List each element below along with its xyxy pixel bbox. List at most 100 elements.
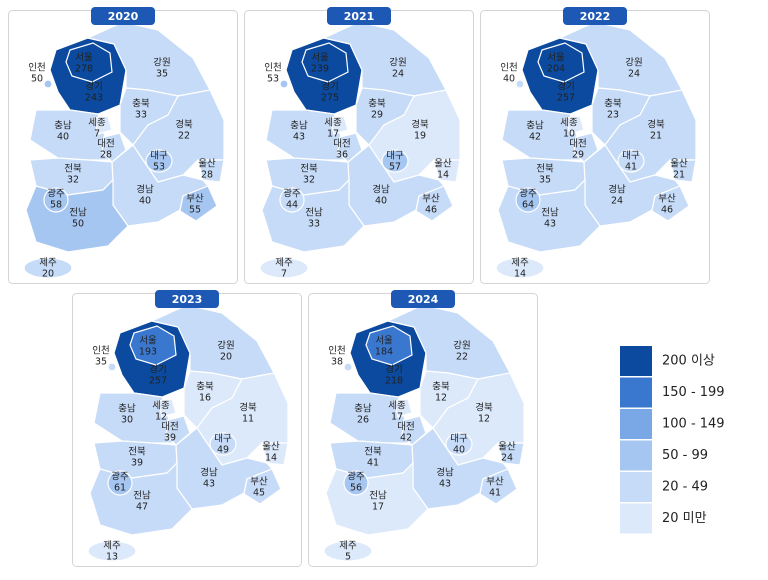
- region-value: 21: [650, 131, 662, 142]
- region: [515, 79, 525, 89]
- region: [365, 325, 413, 366]
- region-value: 46: [661, 205, 673, 216]
- region-value: 30: [121, 415, 133, 426]
- region-name: 경기: [85, 81, 102, 93]
- region-name: 제주: [39, 258, 57, 269]
- region-name: 충남: [118, 404, 136, 415]
- region-value: 12: [478, 414, 490, 425]
- region: [145, 149, 173, 173]
- region-name: 인천: [92, 346, 109, 357]
- region-name: 대구: [150, 151, 168, 162]
- region-name: 대구: [214, 434, 232, 445]
- region-name: 서울: [139, 336, 157, 347]
- region-value: 53: [267, 74, 279, 85]
- region: [179, 185, 218, 222]
- region-name: 경기: [557, 81, 574, 93]
- region-name: 서울: [375, 336, 393, 347]
- region-name: 대전: [397, 422, 414, 433]
- region-name: 경북: [175, 119, 193, 131]
- region-value: 39: [131, 458, 143, 469]
- region-value: 278: [75, 64, 93, 75]
- legend: 200 이상 150 - 199 100 - 149 50 - 99 20 - 49 20…: [620, 346, 725, 534]
- region-name: 인천: [264, 63, 281, 74]
- legend-swatch: [620, 409, 652, 439]
- region: [129, 325, 177, 366]
- region-value: 14: [437, 170, 449, 181]
- region-name: 부산: [486, 477, 504, 488]
- region-value: 193: [139, 347, 157, 358]
- region: [343, 470, 369, 496]
- region-name: 충남: [54, 121, 72, 132]
- region: [651, 185, 690, 222]
- region: [43, 187, 69, 213]
- year-badge: [327, 7, 391, 25]
- map-panel: 서울184경기218인천38강원22충북12충남26세종17대전42경북12대구…: [308, 290, 538, 567]
- map-panel: 서울193경기257인천35강원20충북16충남30세종12대전39경북11대구…: [72, 290, 302, 567]
- region-value: 46: [425, 205, 437, 216]
- region-value: 57: [389, 162, 401, 173]
- region-name: 경남: [436, 467, 454, 479]
- region-value: 21: [673, 170, 685, 181]
- region: [107, 362, 117, 372]
- legend-swatch: [620, 472, 652, 502]
- region-value: 7: [281, 269, 287, 280]
- region-name: 대전: [569, 139, 586, 150]
- region-name: 서울: [311, 53, 329, 64]
- region-name: 울산: [434, 159, 452, 170]
- region-value: 43: [203, 479, 215, 490]
- region: [381, 149, 409, 173]
- region-name: 제주: [275, 258, 293, 269]
- region-name: 충북: [432, 382, 450, 393]
- region: [65, 42, 113, 83]
- region-value: 50: [31, 74, 43, 85]
- region: [107, 470, 133, 496]
- region-name: 광주: [347, 471, 365, 483]
- region-name: 인천: [328, 346, 345, 357]
- region-name: 강원: [217, 341, 234, 352]
- region-name: 충북: [368, 99, 386, 110]
- region: [259, 257, 309, 279]
- region-value: 32: [67, 175, 79, 186]
- region-name: 경남: [372, 184, 390, 196]
- region-name: 경북: [411, 119, 429, 131]
- region: [279, 79, 289, 89]
- region-value: 40: [453, 445, 465, 456]
- region-name: 전북: [364, 447, 382, 458]
- region-value: 24: [611, 196, 623, 207]
- region-name: 경북: [475, 402, 493, 414]
- region: [415, 185, 454, 222]
- region: [497, 442, 525, 466]
- region-value: 64: [522, 200, 534, 211]
- region-value: 257: [149, 376, 167, 387]
- region-name: 대전: [97, 139, 114, 150]
- region-value: 22: [456, 352, 468, 363]
- region-name: 제주: [103, 541, 121, 552]
- region-name: 전남: [69, 208, 87, 219]
- region-value: 14: [265, 453, 277, 464]
- region: [301, 42, 349, 83]
- region-value: 10: [563, 129, 575, 140]
- region: [565, 115, 585, 135]
- region-value: 20: [220, 352, 232, 363]
- region-value: 17: [372, 502, 384, 513]
- region-value: 56: [350, 483, 362, 494]
- region-name: 제주: [511, 258, 529, 269]
- region-value: 55: [189, 205, 201, 216]
- region-name: 경북: [239, 402, 257, 414]
- year-badge: [563, 7, 627, 25]
- region-name: 경기: [385, 364, 402, 376]
- region: [537, 42, 585, 83]
- region-name: 경남: [608, 184, 626, 196]
- region-name: 대전: [333, 139, 350, 150]
- region-name: 울산: [498, 442, 516, 453]
- region-name: 부산: [186, 194, 204, 205]
- year-label: 2021: [344, 10, 375, 23]
- region: [433, 159, 461, 183]
- region-name: 광주: [47, 188, 65, 200]
- region-value: 32: [303, 175, 315, 186]
- region-name: 세종: [152, 401, 170, 412]
- legend-label: 50 - 99: [662, 448, 708, 463]
- region-value: 43: [293, 132, 305, 143]
- year-label: 2024: [408, 293, 439, 306]
- region-name: 강원: [453, 341, 470, 352]
